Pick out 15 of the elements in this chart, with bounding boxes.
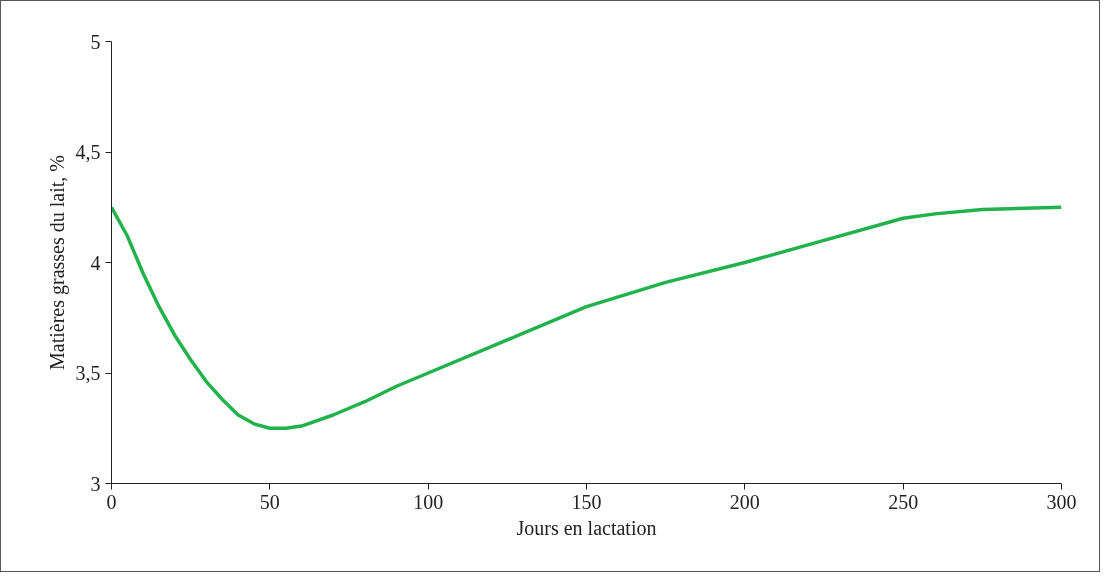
y-tick-label: 4,5 (75, 141, 101, 163)
x-tick-label: 300 (1046, 490, 1077, 513)
x-tick-label: 50 (259, 490, 280, 513)
x-axis-title: Jours en lactation (516, 516, 657, 539)
y-tick-label: 3,5 (75, 362, 101, 384)
x-tick-label: 100 (413, 490, 444, 513)
x-tick-label: 200 (729, 490, 760, 513)
x-tick-label: 150 (571, 490, 602, 513)
y-tick-label: 3 (90, 472, 101, 495)
y-tick-label: 4 (90, 251, 101, 274)
line-series (111, 205, 1062, 430)
y-tick-label: 5 (90, 30, 101, 53)
x-tick-label: 0 (106, 490, 117, 513)
y-axis-title: Matières grasses du lait, % (45, 155, 69, 370)
x-tick-label: 250 (888, 490, 919, 513)
